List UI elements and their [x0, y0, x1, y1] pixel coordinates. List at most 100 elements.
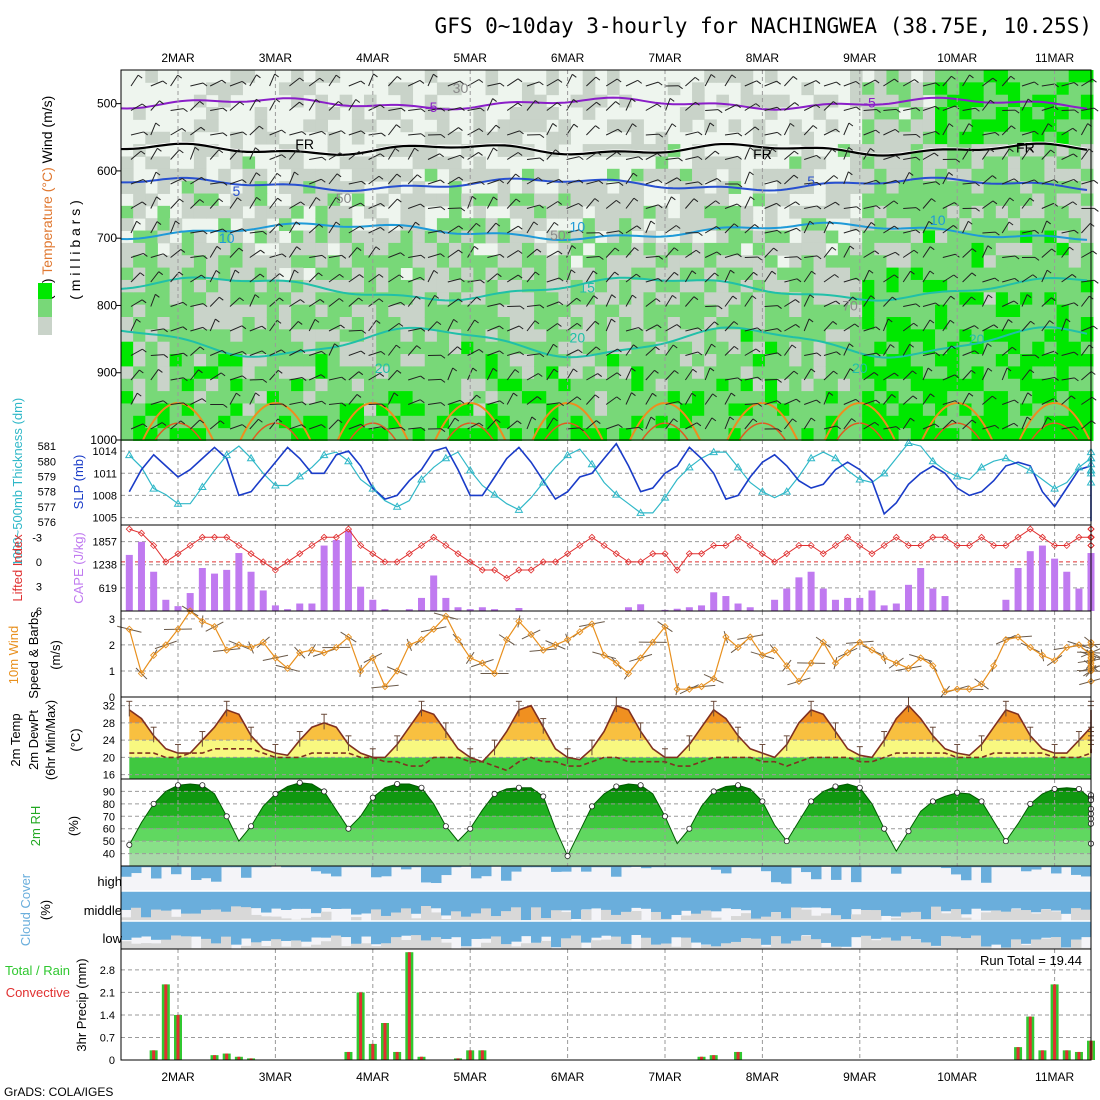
rh-shade-cell [327, 292, 341, 306]
wind-barb-flag [159, 100, 164, 105]
precip-convective-bar [213, 1055, 217, 1060]
rh-shade-cell [376, 317, 389, 330]
precip-convective-bar [346, 1051, 350, 1060]
rh-shade-cell [764, 317, 778, 330]
rh-shade-cell [764, 428, 778, 441]
wind-barb [843, 228, 857, 234]
wind-barb [486, 196, 494, 209]
rh-shade-cell [959, 354, 972, 367]
rh-shade-cell [607, 218, 620, 231]
wind-barb-flag [478, 422, 484, 427]
cloud-bar [741, 921, 752, 948]
lifted-index-marker [734, 533, 742, 541]
precip-convective-bar [1016, 1047, 1020, 1060]
rh-shade-cell [121, 205, 134, 219]
wind-speed-marker [137, 669, 146, 678]
cloud-bar [1041, 921, 1052, 938]
wind-barb-flag [175, 220, 180, 225]
rh-shade-cell [193, 354, 207, 367]
wind-barb-flag [927, 367, 933, 372]
rh-shade-cell [558, 378, 571, 392]
wind-barb-flag [222, 132, 228, 137]
rh-shade-cell [886, 403, 900, 417]
rh-shade-cell [364, 279, 377, 293]
rh-shade-cell [910, 391, 924, 404]
wind-barb [764, 148, 773, 160]
rh-marker [954, 789, 961, 796]
wind-speed-marker [1050, 656, 1059, 665]
wind-barb-flag [458, 249, 463, 254]
rh-shade-cell [315, 205, 328, 219]
cloud-bar [661, 891, 672, 921]
wind-barb [526, 81, 540, 87]
wind-barb-flag [161, 422, 167, 426]
wind-barb [1061, 395, 1072, 405]
wind-barb [724, 392, 732, 405]
cape-bar [917, 568, 925, 611]
rh-shade-cell [898, 366, 912, 380]
wind-barb [1041, 350, 1055, 356]
rh-shade-cell [874, 378, 887, 392]
rh-shade-cell [521, 267, 535, 281]
rh-marker [540, 793, 547, 800]
rh-shade-cell [145, 131, 158, 145]
cloud-bar [711, 891, 722, 912]
wind-barb [348, 247, 358, 258]
wind-speed-marker [356, 667, 365, 675]
wind-barb [586, 394, 596, 405]
rh-shade-cell [400, 230, 414, 244]
wind-barb-flag [894, 372, 899, 377]
wind-barb-flag [420, 375, 425, 380]
wind-barb-flag [198, 369, 203, 374]
rh-shade-cell [570, 242, 584, 256]
rh-shade-cell [351, 107, 365, 120]
rh-shade-cell [886, 168, 900, 182]
cloud-bar [331, 921, 342, 937]
wind-barb [625, 426, 639, 430]
wind-barb [1081, 371, 1092, 381]
rh-shade-cell [181, 391, 195, 404]
wind-barb-flag [513, 392, 518, 397]
wind-barb [1061, 229, 1075, 234]
wind-barb [289, 201, 301, 209]
rh-shade-cell [521, 292, 535, 306]
wind-barb [1041, 220, 1048, 234]
rh-shade-cell [607, 205, 620, 219]
wind-barb [467, 107, 481, 111]
cloud-bar [541, 866, 552, 868]
cloud-bar [791, 921, 802, 948]
wind-barb [804, 181, 818, 185]
rh-shade-cell [291, 82, 304, 96]
precip-convective-bar [237, 1056, 241, 1060]
wind-barb [605, 128, 619, 136]
rh-shade-cell [121, 341, 134, 355]
rh-shade-cell [218, 403, 231, 417]
wind-barb [883, 394, 893, 405]
contour-label: 30 [453, 80, 469, 96]
wind-barb-flag [856, 106, 861, 111]
rh-shade-cell [801, 428, 814, 441]
rh-shade-cell [473, 230, 486, 244]
rh-shade-cell [169, 242, 183, 256]
cloud-bar [1081, 891, 1092, 913]
rh-shade-cell [169, 341, 183, 355]
wind-barb-flag [971, 296, 976, 301]
cloud-bar [1011, 891, 1022, 909]
rh-shade-cell [121, 354, 134, 367]
rh-shade-cell [947, 242, 960, 256]
wind-barb-flag [717, 109, 723, 114]
rh-shade-cell [169, 391, 183, 404]
wind-barb-flag [557, 201, 563, 205]
rh-shade-cell [193, 292, 207, 306]
wind-unit-label: (m/s) [48, 640, 63, 670]
wind-barb-flag [378, 175, 384, 180]
rh-shade-cell [1007, 255, 1021, 269]
rh-shade-cell [1032, 181, 1045, 194]
rh-shade-cell [1056, 415, 1070, 429]
cape-bar [150, 571, 158, 611]
wind-barb [289, 101, 300, 111]
cloud-grey-bar [981, 946, 992, 949]
wind-barb-flag [380, 227, 385, 231]
rh-shade-cell [1044, 354, 1057, 367]
cloud-bar [121, 891, 132, 910]
